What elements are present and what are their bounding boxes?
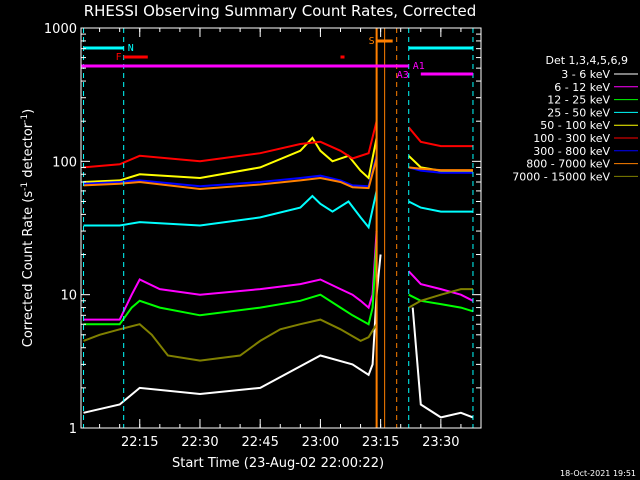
series-line-3-0	[83, 190, 378, 230]
overlay-layer: NF S A1 A3	[81, 28, 474, 428]
series-line-1-1	[407, 270, 474, 302]
legend-label-0: 3 - 6 keV	[561, 68, 610, 81]
timestamp: 18-Oct-2021 19:51	[560, 469, 636, 478]
legend-label-4: 50 - 100 keV	[540, 119, 610, 132]
series-line-2-1	[408, 293, 474, 313]
x-tick-label-4: 23:15	[362, 435, 399, 450]
x-tick-label-1: 22:30	[181, 435, 218, 450]
series-line-7-1	[408, 166, 473, 172]
series-layer	[83, 120, 474, 419]
series-line-2-0	[83, 241, 378, 326]
x-tick-label-2: 22:45	[241, 435, 278, 450]
legend-label-7: 800 - 7000 keV	[526, 158, 610, 171]
series-line-1-0	[83, 231, 378, 321]
series-line-0-1	[411, 307, 474, 419]
x-tick-label-5: 23:30	[422, 435, 459, 450]
chart-title: RHESSI Observing Summary Count Rates, Co…	[84, 2, 477, 20]
legend-label-5: 100 - 300 keV	[533, 132, 610, 145]
series-line-6-0	[83, 155, 378, 188]
y-tick-label-1: 10	[60, 289, 77, 304]
legend-label-1: 6 - 12 keV	[554, 81, 610, 94]
flag-label-n: N	[128, 43, 134, 54]
series-line-8-0	[83, 318, 378, 362]
flag-label-a1: A1	[413, 61, 425, 72]
y-tick-label-2: 100	[52, 155, 77, 170]
legend-title: Det 1,3,4,5,6,9	[545, 54, 628, 67]
flag-label-a3: A3	[397, 70, 409, 81]
x-tick-label-0: 22:15	[121, 435, 158, 450]
series-line-8-1	[408, 288, 473, 309]
series-line-6-1	[408, 166, 473, 174]
series-line-5-0	[83, 120, 378, 169]
flag-label-s: S	[369, 36, 375, 47]
x-tick-label-3: 23:00	[302, 435, 339, 450]
series-line-7-0	[83, 158, 378, 191]
legend-label-6: 300 - 800 keV	[533, 145, 610, 158]
series-line-0-0	[83, 254, 382, 414]
y-tick-label-0: 1	[69, 422, 77, 437]
series-line-3-1	[408, 200, 473, 213]
x-axis-label: Start Time (23-Aug-02 22:00:22)	[172, 456, 384, 471]
legend-label-3: 25 - 50 keV	[547, 106, 610, 119]
plot-frame	[80, 27, 482, 429]
y-axis-label: Corrected Count Rate (s-1 detector-1)	[20, 109, 36, 347]
series-line-5-1	[407, 126, 473, 148]
legend-label-8: 7000 - 15000 keV	[512, 170, 610, 183]
axis-layer: 1 10 100 1000 22:15 22:30 22:45 23:00 23:15 23:30	[44, 22, 482, 450]
series-line-4-0	[83, 136, 378, 183]
flag-label-f: F	[116, 52, 122, 63]
legend-label-2: 12 - 25 keV	[547, 94, 610, 107]
y-tick-label-3: 1000	[44, 22, 77, 37]
